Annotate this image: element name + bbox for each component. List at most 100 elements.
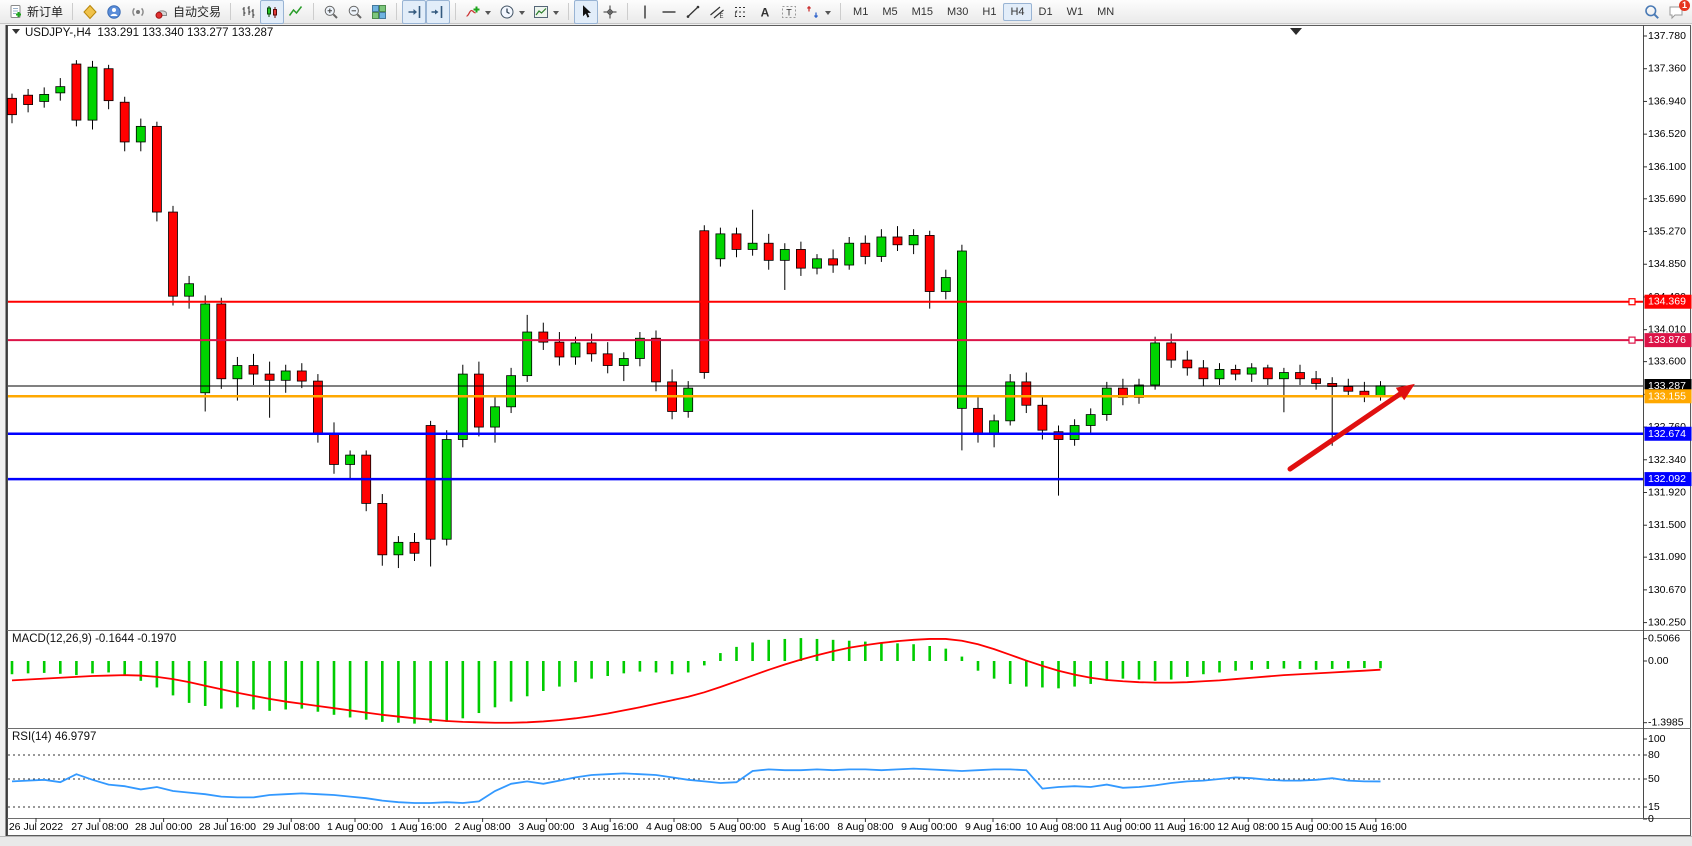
- candle-body: [989, 420, 999, 434]
- indicators-list-button[interactable]: [461, 0, 495, 24]
- macd-indicator-label: MACD(12,26,9) -0.1644 -0.1970: [12, 633, 177, 645]
- signals-icon: [132, 7, 144, 16]
- rsi-axis-label: 100: [1648, 733, 1666, 745]
- timeframe-button-w1[interactable]: W1: [1066, 5, 1084, 18]
- candle-body: [1262, 367, 1273, 380]
- chart-shift-marker-icon[interactable]: [1290, 28, 1302, 35]
- candle-body: [168, 211, 178, 297]
- price-badge-label: 133.155: [1648, 390, 1686, 402]
- cursor-button[interactable]: [574, 0, 599, 24]
- bar-chart-button[interactable]: [236, 0, 260, 24]
- tiles-icon: [372, 4, 387, 19]
- line-chart-button[interactable]: [284, 0, 308, 24]
- price-tick-label: 136.100: [1648, 161, 1686, 173]
- candle-body: [1343, 386, 1354, 392]
- channel-icon: E: [710, 6, 724, 20]
- candle-body: [1311, 378, 1321, 384]
- candle-body: [216, 303, 227, 380]
- price-badge-label: 133.287: [1648, 380, 1686, 392]
- search-button[interactable]: [1640, 0, 1664, 24]
- chart-title: USDJPY-,H4 133.291 133.340 133.277 133.2…: [12, 27, 273, 39]
- tile-windows-button[interactable]: [367, 0, 391, 24]
- candle-body: [473, 373, 484, 428]
- candle-body: [892, 236, 903, 246]
- templates-button[interactable]: [529, 0, 563, 24]
- mql5-community-button[interactable]: [102, 0, 126, 24]
- rsi-axis-label: 15: [1648, 801, 1660, 813]
- text-label-button[interactable]: T: [777, 0, 801, 24]
- dropdown-caret-icon[interactable]: [485, 10, 492, 18]
- price-badge: [1644, 294, 1692, 309]
- notification-badge: 1: [1678, 0, 1690, 11]
- zoom-in-button[interactable]: [319, 0, 343, 24]
- price-tick-label: 137.360: [1648, 63, 1686, 75]
- price-tick-label: 137.780: [1648, 30, 1686, 42]
- cursor-icon: [583, 4, 592, 18]
- vertical-line-button[interactable]: [633, 0, 657, 24]
- price-tick-label: 130.250: [1648, 617, 1686, 629]
- time-tick-label: 8 Aug 08:00: [837, 821, 893, 833]
- candle-body: [296, 370, 307, 382]
- indicators-icon: [466, 6, 480, 17]
- timeframe-button-m15[interactable]: M15: [911, 5, 933, 18]
- autoscroll-icon: [408, 5, 421, 18]
- template-icon: [534, 5, 549, 18]
- text-button[interactable]: A: [753, 0, 777, 24]
- chart-title-text: USDJPY-,H4 133.291 133.340 133.277 133.2…: [25, 27, 274, 39]
- fibonacci-retracement-button[interactable]: f: [729, 0, 753, 24]
- chart-shift-button[interactable]: [426, 0, 451, 24]
- toolbar-separator: [72, 3, 74, 20]
- candle-body: [7, 97, 17, 116]
- timeframe-button-m30[interactable]: M30: [947, 5, 969, 18]
- timeframe-button-h1[interactable]: H1: [982, 5, 997, 18]
- candle-body: [876, 236, 887, 257]
- periods-button[interactable]: [495, 0, 529, 24]
- horizontal-line-button[interactable]: [657, 0, 681, 24]
- timeframe-button-mn[interactable]: MN: [1097, 5, 1115, 18]
- candle-body: [264, 373, 275, 381]
- window-bottom-edge: [0, 836, 1692, 846]
- candle-body: [618, 358, 629, 366]
- timeframe-button-h4[interactable]: H4: [1003, 2, 1032, 21]
- trendline-button[interactable]: [681, 0, 705, 24]
- time-tick-label: 2 Aug 08:00: [455, 821, 511, 833]
- annotation-arrow-head[interactable]: [1395, 383, 1415, 401]
- chart-menu-icon[interactable]: [12, 29, 20, 38]
- candle-body: [554, 341, 565, 358]
- line-handle[interactable]: [1628, 336, 1636, 344]
- time-tick-label: 29 Jul 08:00: [263, 821, 320, 833]
- zoom-out-button[interactable]: [343, 0, 367, 24]
- rsi-axis-label: 0: [1648, 813, 1654, 825]
- crosshair-button[interactable]: [598, 0, 622, 24]
- equidistant-channel-button[interactable]: E: [705, 0, 729, 24]
- candle-body: [103, 68, 114, 102]
- dropdown-caret-icon[interactable]: [825, 10, 832, 18]
- rsi-indicator-label: RSI(14) 46.9797: [12, 731, 97, 743]
- timeframe-button-m1[interactable]: M1: [853, 5, 869, 18]
- time-tick-label: 12 Aug 08:00: [1217, 821, 1279, 833]
- annotation-arrow[interactable]: [1287, 383, 1415, 472]
- hline-icon: [662, 10, 676, 13]
- candle-body: [635, 337, 645, 359]
- timeframe-button-d1[interactable]: D1: [1038, 5, 1053, 18]
- auto-scroll-button[interactable]: [402, 0, 427, 24]
- signals-button[interactable]: [126, 0, 150, 24]
- dropdown-caret-icon[interactable]: [553, 10, 560, 18]
- arrows-button[interactable]: [801, 0, 835, 24]
- price-badge: [1644, 389, 1692, 404]
- timeframe-button-m5[interactable]: M5: [882, 5, 898, 18]
- new-order-button[interactable]: 新订单: [4, 0, 67, 24]
- line-handle[interactable]: [1628, 298, 1636, 306]
- time-tick-label: 3 Aug 16:00: [582, 821, 638, 833]
- toolbar-separator: [230, 3, 232, 20]
- dropdown-caret-icon[interactable]: [519, 10, 526, 18]
- chartshift-icon: [431, 5, 443, 18]
- metaeditor-button[interactable]: [78, 0, 102, 24]
- horizontal-price-lines[interactable]: [8, 298, 1643, 481]
- time-axis[interactable]: 26 Jul 2022 27 Jul 08:00 28 Jul 00:00 28 Ju…: [9, 818, 1407, 833]
- candle-body: [602, 353, 613, 366]
- candlestick-chart-button[interactable]: [260, 0, 285, 24]
- auto-trading-button[interactable]: 自动交易: [150, 0, 225, 24]
- chat-button[interactable]: 1: [1664, 0, 1690, 24]
- macd-pane: 0.5066 0.00 -1.3985: [10, 633, 1684, 729]
